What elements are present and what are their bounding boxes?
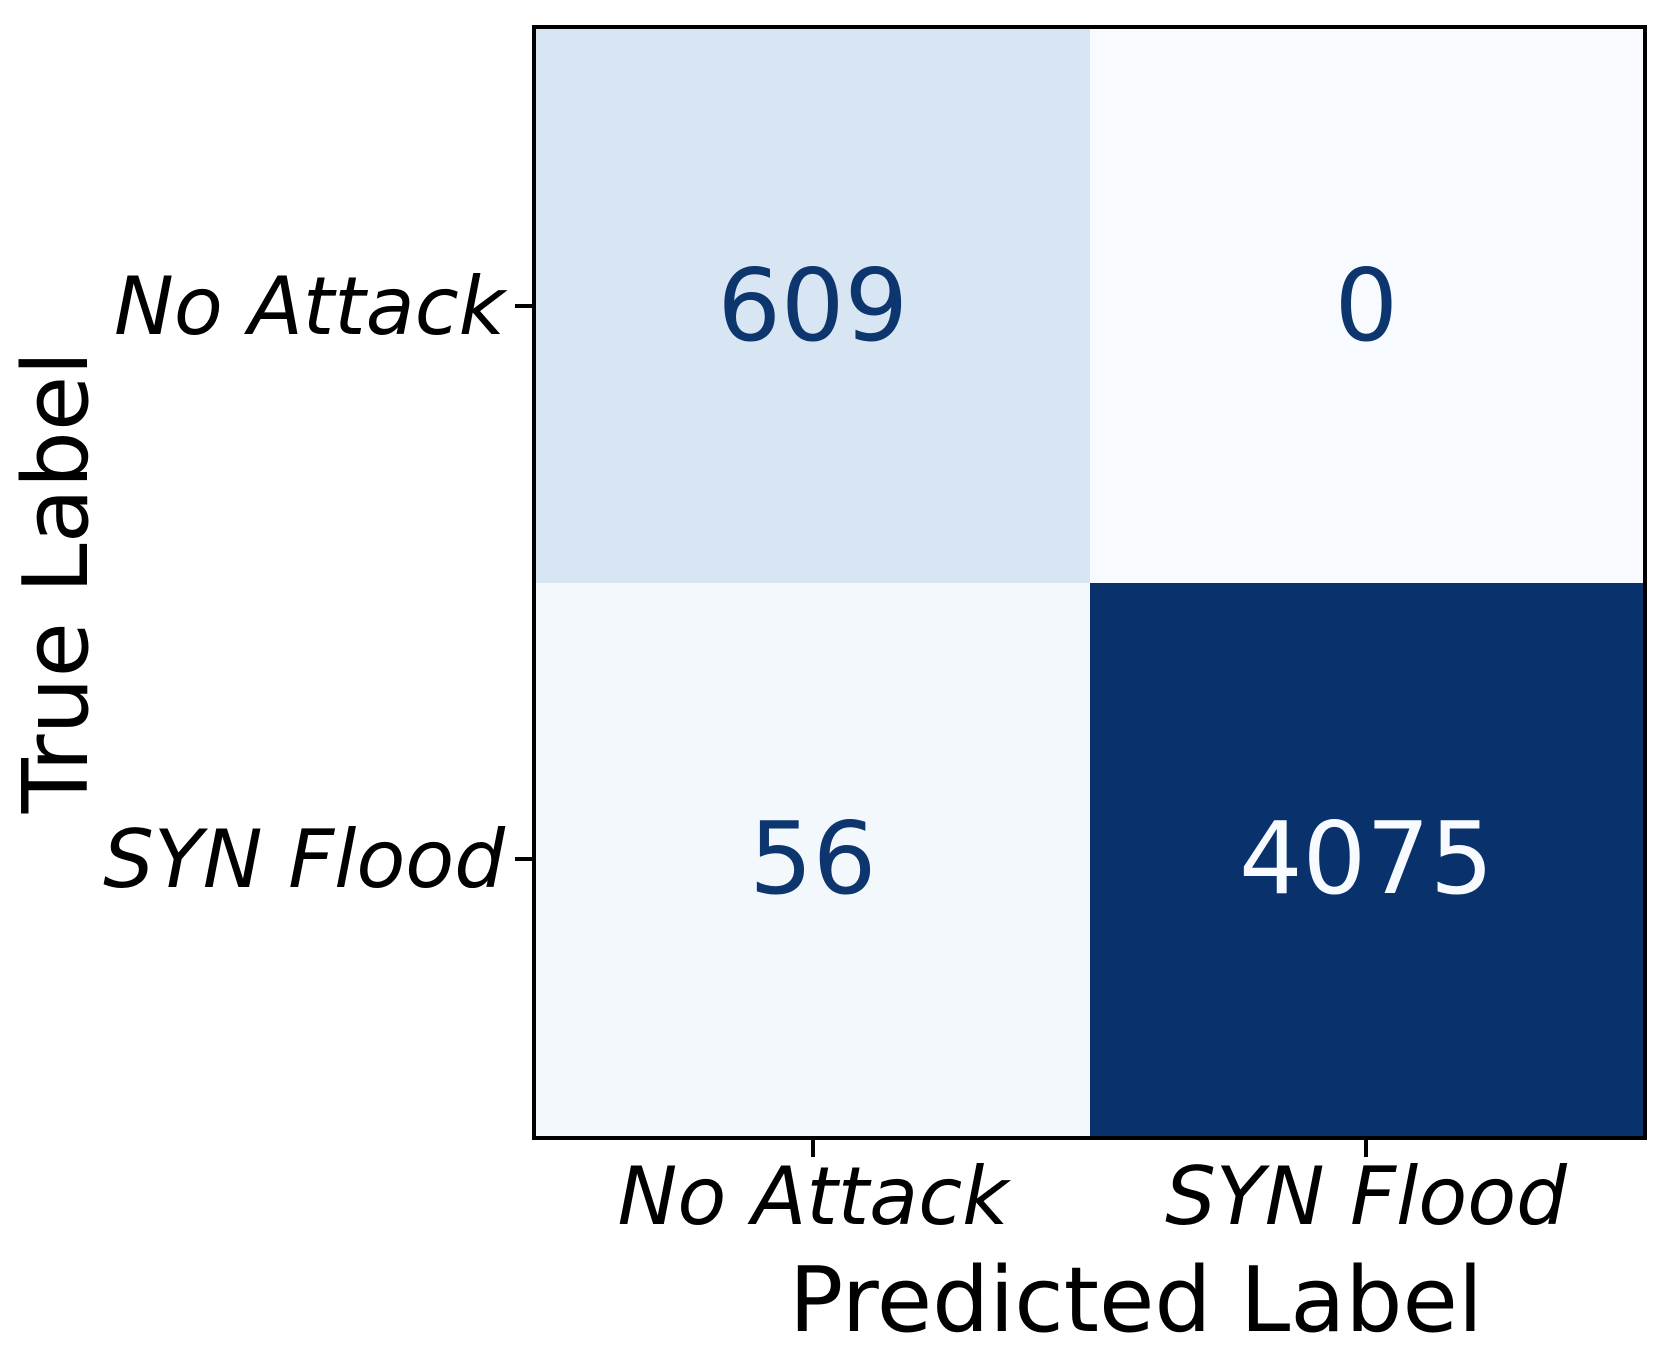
matrix-cell-true-noattack-pred-synflood: 0 — [1089, 29, 1643, 583]
matrix-cell-true-synflood-pred-noattack: 56 — [536, 582, 1090, 1136]
cell-value-true-positive: 4075 — [1239, 800, 1494, 918]
y-axis-label: True Label — [4, 350, 109, 814]
matrix-cell-true-synflood-pred-synflood: 4075 — [1089, 582, 1643, 1136]
y-tick-label-no-attack: No Attack — [113, 260, 505, 353]
x-axis-label: Predicted Label — [789, 1248, 1483, 1353]
matrix-cell-true-noattack-pred-noattack: 609 — [536, 29, 1090, 583]
confusion-matrix-plot: 609 0 56 4075 — [532, 25, 1647, 1140]
x-tick-label-syn-flood: SYN Flood — [1165, 1150, 1567, 1243]
x-tick-mark — [1364, 1140, 1368, 1157]
cell-value-false-positive: 0 — [1334, 246, 1399, 364]
x-tick-label-no-attack: No Attack — [617, 1150, 1009, 1243]
x-tick-mark — [811, 1140, 815, 1157]
y-tick-label-syn-flood: SYN Flood — [103, 813, 505, 906]
y-tick-mark — [515, 857, 534, 861]
cell-value-true-negative: 609 — [717, 246, 909, 364]
y-tick-mark — [515, 304, 534, 308]
cell-value-false-negative: 56 — [749, 800, 877, 918]
